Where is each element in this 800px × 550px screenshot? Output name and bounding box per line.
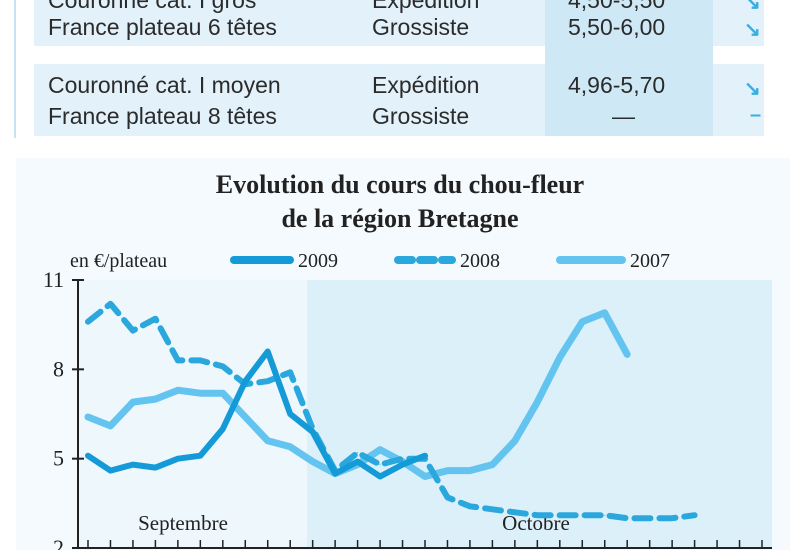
data-point-2008	[469, 505, 471, 507]
data-point-2008	[649, 517, 651, 519]
table-row-1-price: 4,50-5,50	[568, 0, 666, 13]
data-point-2007	[154, 398, 156, 400]
data-point-2007	[626, 353, 628, 355]
table-row-2-trend-icon: ↘	[744, 19, 761, 41]
table-row-1-product: Couronné cat. I gros	[48, 0, 257, 13]
data-point-2009	[177, 458, 179, 460]
table-row-4-trend-icon: –	[750, 104, 762, 126]
y-tick-label-2: 2	[53, 535, 64, 550]
data-point-2008	[514, 511, 516, 513]
table-row-3-market: Expédition	[372, 72, 480, 98]
data-point-2008	[154, 318, 156, 320]
data-point-2009	[244, 380, 246, 382]
data-point-2008	[379, 464, 381, 466]
chart-title-line2: de la région Bretagne	[281, 204, 519, 233]
data-point-2007	[222, 392, 224, 394]
data-point-2008	[626, 517, 628, 519]
table-row-2-product: France plateau 6 têtes	[48, 14, 277, 40]
chart-title-line1: Evolution du cours du chou-fleur	[215, 170, 585, 199]
data-point-2008	[536, 514, 538, 516]
table-row-4-product: France plateau 8 têtes	[48, 103, 277, 129]
data-point-2008	[109, 303, 111, 305]
data-point-2007	[536, 401, 538, 403]
data-point-2007	[491, 464, 493, 466]
legend-label-2008: 2008	[460, 250, 500, 272]
table-row-3-price: 4,96-5,70	[568, 72, 666, 98]
unit-label: en €/plateau	[70, 250, 167, 272]
data-point-2008	[402, 458, 404, 460]
data-point-2007	[289, 446, 291, 448]
data-point-2008	[604, 514, 606, 516]
data-point-2009	[402, 464, 404, 466]
data-point-2009	[379, 476, 381, 478]
data-point-2009	[154, 467, 156, 469]
data-point-2008	[446, 496, 448, 498]
data-point-2007	[424, 476, 426, 478]
table-left-border	[14, 0, 16, 138]
data-point-2007	[446, 470, 448, 472]
data-point-2007	[132, 401, 134, 403]
data-point-2008	[132, 330, 134, 332]
october-band	[307, 280, 772, 548]
y-tick-label-11: 11	[43, 267, 64, 292]
y-tick-label-8: 8	[53, 356, 64, 381]
data-point-2009	[222, 428, 224, 430]
data-point-2008	[289, 371, 291, 373]
price-column-bg	[545, 0, 713, 136]
data-point-2009	[357, 461, 359, 463]
data-point-2009	[199, 455, 201, 457]
table-row-1-market: Expédition	[372, 0, 480, 13]
data-point-2008	[199, 359, 201, 361]
table-row-4-price: —	[612, 103, 635, 129]
table-row-4-market: Grossiste	[372, 103, 470, 129]
data-point-2007	[312, 461, 314, 463]
data-point-2008	[177, 359, 179, 361]
data-point-2007	[469, 470, 471, 472]
data-point-2007	[514, 440, 516, 442]
data-point-2007	[109, 425, 111, 427]
data-point-2009	[87, 455, 89, 457]
data-point-2009	[334, 473, 336, 475]
data-point-2008	[87, 321, 89, 323]
table-row-2-price: 5,50-6,00	[568, 14, 666, 40]
data-point-2008	[581, 514, 583, 516]
data-point-2007	[559, 356, 561, 358]
legend-label-2009: 2009	[298, 250, 338, 272]
series-line-2009	[85, 348, 428, 480]
data-point-2009	[424, 455, 426, 457]
month-label-septembre: Septembre	[138, 511, 228, 535]
data-point-2008	[671, 517, 673, 519]
data-point-2007	[581, 321, 583, 323]
data-point-2008	[694, 514, 696, 516]
data-point-2007	[267, 440, 269, 442]
table-row-1-trend-icon: ↘	[744, 0, 761, 14]
data-point-2007	[87, 416, 89, 418]
data-point-2007	[379, 449, 381, 451]
data-point-2009	[109, 470, 111, 472]
data-point-2009	[289, 413, 291, 415]
series-line-2008	[85, 300, 698, 522]
data-point-2008	[222, 365, 224, 367]
data-point-2007	[244, 416, 246, 418]
data-point-2008	[267, 380, 269, 382]
table-row-3-trend-icon: ↘	[744, 78, 761, 100]
table-row-3-product: Couronné cat. I moyen	[48, 72, 281, 98]
data-point-2007	[177, 389, 179, 391]
data-point-2008	[357, 452, 359, 454]
y-tick-label-5: 5	[53, 446, 64, 471]
data-point-2007	[199, 392, 201, 394]
data-point-2009	[312, 431, 314, 433]
data-point-2007	[604, 312, 606, 314]
price-table: Couronné cat. I gros Expédition 4,50-5,5…	[0, 0, 800, 140]
table-row-2-market: Grossiste	[372, 14, 470, 40]
data-point-2008	[491, 508, 493, 510]
legend-label-2007: 2007	[630, 250, 670, 272]
data-point-2009	[132, 464, 134, 466]
data-point-2008	[559, 514, 561, 516]
data-point-2009	[267, 350, 269, 352]
